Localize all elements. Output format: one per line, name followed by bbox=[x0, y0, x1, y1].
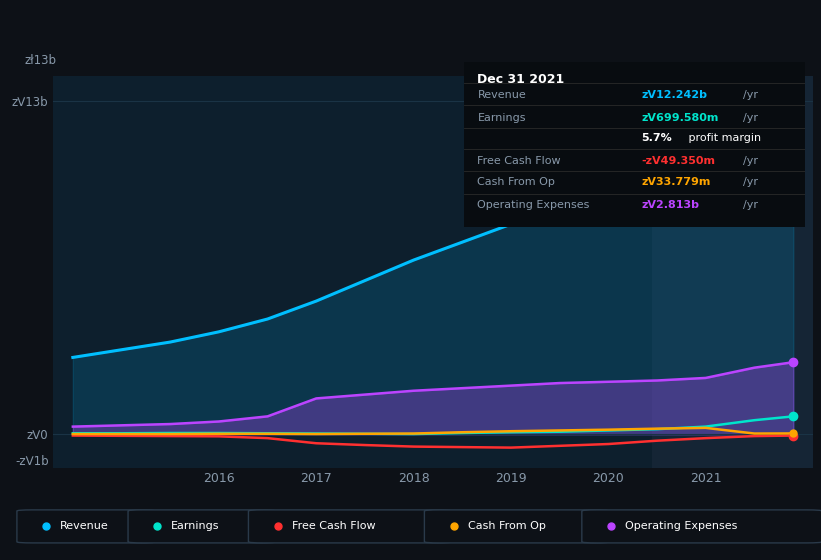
Bar bbox=[652, 76, 813, 468]
FancyBboxPatch shape bbox=[249, 510, 452, 543]
Text: Dec 31 2021: Dec 31 2021 bbox=[478, 73, 565, 86]
Text: Earnings: Earnings bbox=[172, 521, 220, 531]
Text: Revenue: Revenue bbox=[478, 90, 526, 100]
Text: Cash From Op: Cash From Op bbox=[478, 177, 555, 187]
Text: Operating Expenses: Operating Expenses bbox=[625, 521, 737, 531]
FancyBboxPatch shape bbox=[128, 510, 276, 543]
Text: zᐯ2.813b: zᐯ2.813b bbox=[641, 200, 699, 211]
Text: /yr: /yr bbox=[743, 177, 759, 187]
Text: zł13b: zł13b bbox=[25, 54, 57, 67]
Text: /yr: /yr bbox=[743, 113, 759, 123]
Text: profit margin: profit margin bbox=[686, 133, 761, 143]
Text: 5.7%: 5.7% bbox=[641, 133, 672, 143]
Text: Revenue: Revenue bbox=[60, 521, 109, 531]
Text: -zᐯ49.350m: -zᐯ49.350m bbox=[641, 156, 715, 166]
FancyBboxPatch shape bbox=[582, 510, 821, 543]
Text: zᐯ699.580m: zᐯ699.580m bbox=[641, 113, 718, 123]
Text: Operating Expenses: Operating Expenses bbox=[478, 200, 589, 211]
Text: Earnings: Earnings bbox=[478, 113, 526, 123]
Text: Cash From Op: Cash From Op bbox=[468, 521, 545, 531]
Text: Free Cash Flow: Free Cash Flow bbox=[478, 156, 561, 166]
FancyBboxPatch shape bbox=[17, 510, 155, 543]
Text: /yr: /yr bbox=[743, 156, 759, 166]
Text: zᐯ12.242b: zᐯ12.242b bbox=[641, 90, 707, 100]
FancyBboxPatch shape bbox=[424, 510, 609, 543]
Text: /yr: /yr bbox=[743, 90, 759, 100]
Text: Free Cash Flow: Free Cash Flow bbox=[291, 521, 375, 531]
Text: /yr: /yr bbox=[743, 200, 759, 211]
Text: zᐯ33.779m: zᐯ33.779m bbox=[641, 177, 710, 187]
